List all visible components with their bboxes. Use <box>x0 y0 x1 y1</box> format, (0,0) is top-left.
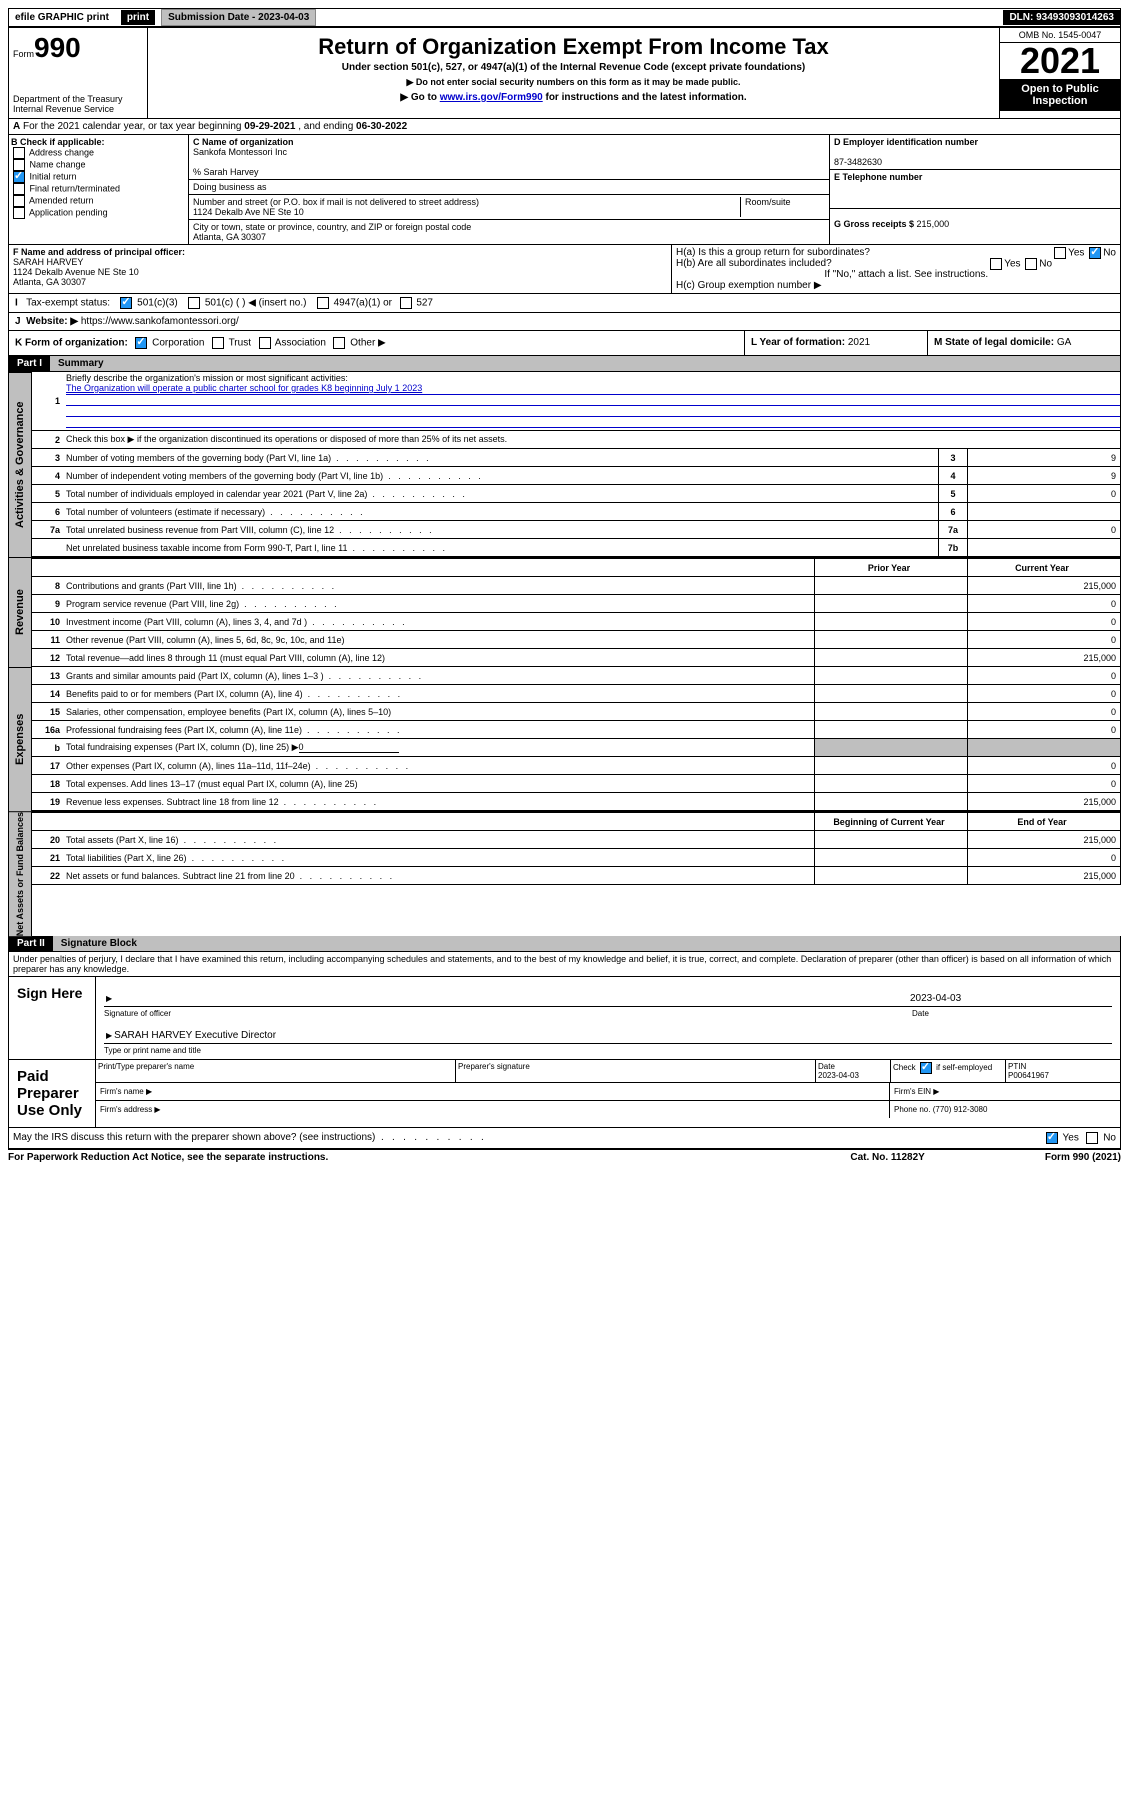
line-i-j: I Tax-exempt status: 501(c)(3) 501(c) ( … <box>8 294 1121 331</box>
chk-ha-yes[interactable] <box>1054 247 1066 259</box>
discuss-row: May the IRS discuss this return with the… <box>8 1128 1121 1149</box>
submission-date: Submission Date - 2023-04-03 <box>161 9 316 26</box>
footer: For Paperwork Reduction Act Notice, see … <box>8 1149 1121 1165</box>
line-k-l-m: K Form of organization: Corporation Trus… <box>8 331 1121 356</box>
subtitle-2: ▶ Do not enter social security numbers o… <box>152 77 995 88</box>
activities-governance: Activities & Governance 1Briefly describ… <box>8 372 1121 557</box>
open-inspection: Open to Public Inspection <box>1000 79 1120 111</box>
chk-other[interactable] <box>333 337 345 349</box>
dept-treasury: Department of the Treasury <box>13 94 143 104</box>
form-title: Return of Organization Exempt From Incom… <box>152 34 995 60</box>
col-d-e-g: D Employer identification number87-34826… <box>830 135 1120 244</box>
dln: DLN: 93493093014263 <box>1003 10 1120 25</box>
col-c: C Name of organizationSankofa Montessori… <box>189 135 830 244</box>
chk-4947[interactable] <box>317 297 329 309</box>
part2-header: Part IISignature Block <box>8 936 1121 952</box>
subtitle-1: Under section 501(c), 527, or 4947(a)(1)… <box>152 62 995 73</box>
chk-discuss-no[interactable] <box>1086 1132 1098 1144</box>
subtitle-3: ▶ Go to www.irs.gov/Form990 for instruct… <box>152 92 995 103</box>
expenses-section: Expenses 13Grants and similar amounts pa… <box>8 667 1121 811</box>
f-officer: F Name and address of principal officer:… <box>9 245 671 289</box>
chk-501c3[interactable] <box>120 297 132 309</box>
chk-527[interactable] <box>400 297 412 309</box>
chk-address[interactable] <box>13 147 25 159</box>
section-b-to-g: B Check if applicable: Address change Na… <box>8 135 1121 245</box>
chk-hb-yes[interactable] <box>990 258 1002 270</box>
chk-corp[interactable] <box>135 337 147 349</box>
efile-label: efile GRAPHIC print <box>9 10 115 25</box>
header-bar: efile GRAPHIC print print Submission Dat… <box>8 8 1121 27</box>
chk-amended[interactable] <box>13 195 25 207</box>
irs-link[interactable]: www.irs.gov/Form990 <box>440 92 543 103</box>
print-button[interactable]: print <box>121 10 155 25</box>
tax-year: 2021 <box>1000 43 1120 79</box>
line-a: A For the 2021 calendar year, or tax yea… <box>8 119 1121 135</box>
chk-discuss-yes[interactable] <box>1046 1132 1058 1144</box>
chk-hb-no[interactable] <box>1025 258 1037 270</box>
form-number: 990 <box>34 32 81 63</box>
sign-here-block: Sign Here 2023-04-03 Signature of office… <box>8 977 1121 1060</box>
form-header: Form990 Department of the Treasury Inter… <box>8 27 1121 119</box>
net-assets-section: Net Assets or Fund Balances Beginning of… <box>8 811 1121 936</box>
revenue-section: Revenue Prior YearCurrent Year 8Contribu… <box>8 557 1121 667</box>
mission-link[interactable]: The Organization will operate a public c… <box>66 383 422 393</box>
chk-final[interactable] <box>13 183 25 195</box>
declaration: Under penalties of perjury, I declare th… <box>8 952 1121 977</box>
chk-assoc[interactable] <box>259 337 271 349</box>
chk-initial[interactable] <box>13 171 25 183</box>
chk-application[interactable] <box>13 207 25 219</box>
irs-label: Internal Revenue Service <box>13 104 143 114</box>
paid-preparer-block: Paid Preparer Use Only Print/Type prepar… <box>8 1060 1121 1128</box>
chk-trust[interactable] <box>212 337 224 349</box>
h-group: H(a) Is this a group return for subordin… <box>672 245 1120 293</box>
chk-ha-no[interactable] <box>1089 247 1101 259</box>
col-b: B Check if applicable: Address change Na… <box>9 135 189 244</box>
section-f-h: F Name and address of principal officer:… <box>8 245 1121 294</box>
chk-501c[interactable] <box>188 297 200 309</box>
part1-header: Part ISummary <box>8 356 1121 372</box>
chk-self-employed[interactable] <box>920 1062 932 1074</box>
